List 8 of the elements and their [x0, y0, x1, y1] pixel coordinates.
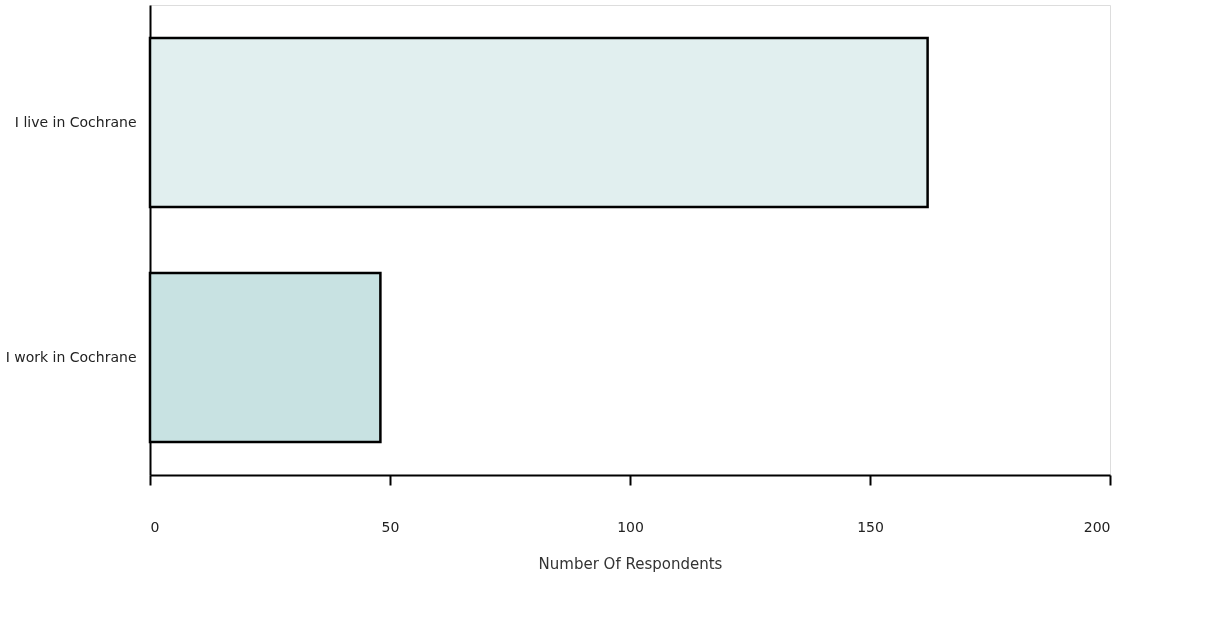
x-tick-label: 200 [1083, 518, 1111, 535]
x-tick-label: 100 [617, 518, 644, 535]
x-tick-label: 50 [381, 518, 400, 535]
x-tick-label: 150 [857, 518, 884, 535]
y-tick-label: I work in Cochrane [5, 348, 137, 365]
x-tick-label: 0 [150, 518, 160, 535]
y-tick-label: I live in Cochrane [14, 113, 137, 130]
x-axis-title: Number Of Respondents [538, 554, 723, 573]
